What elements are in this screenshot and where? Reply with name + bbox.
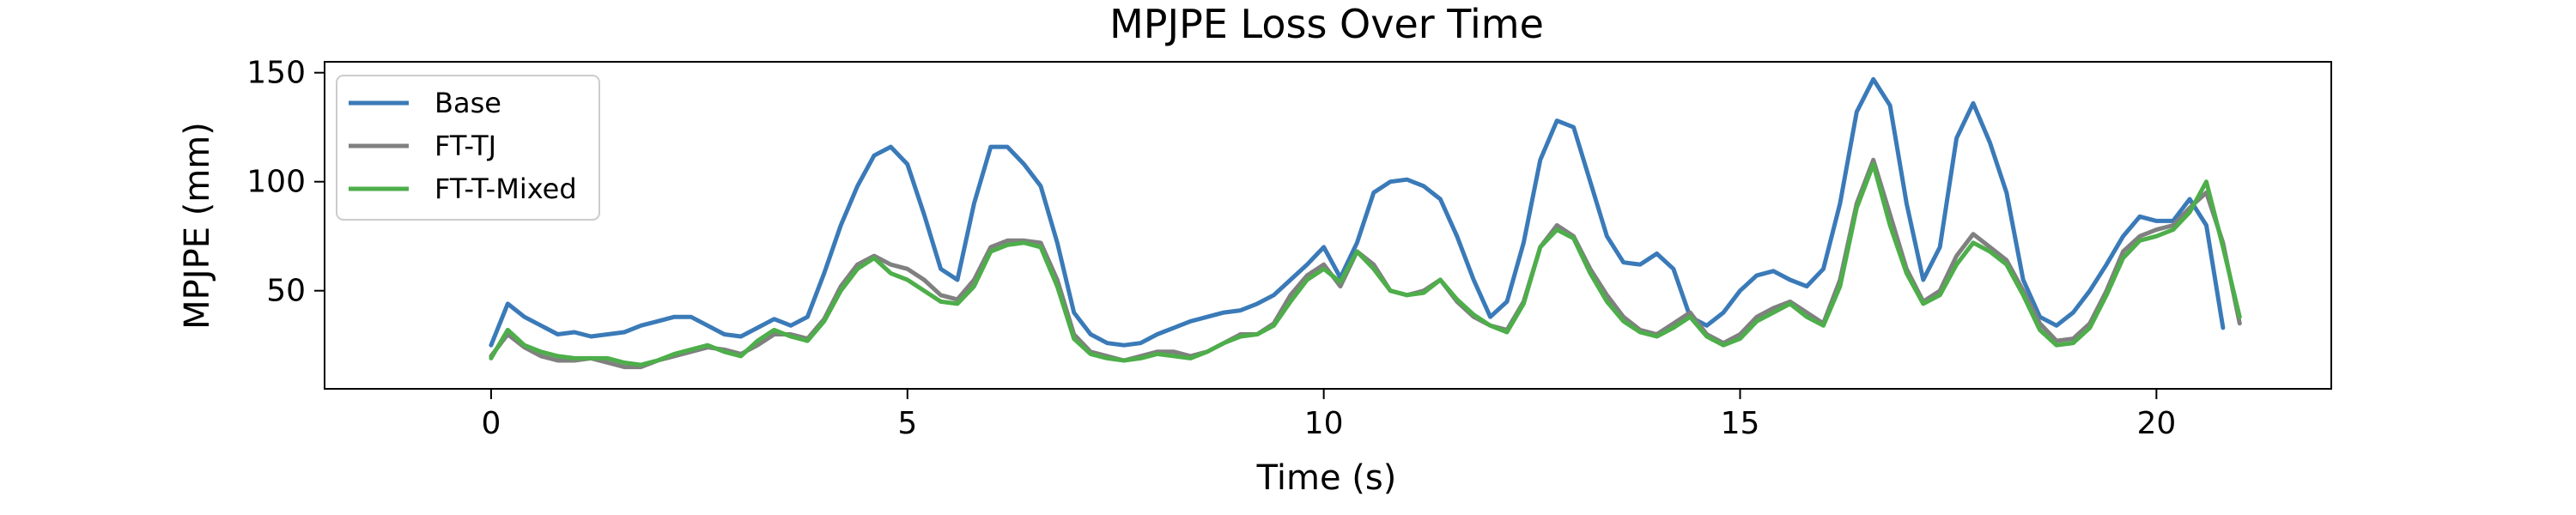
chart-title: MPJPE Loss Over Time <box>1109 1 1544 47</box>
x-tick-label: 15 <box>1721 406 1760 441</box>
x-axis: 0 5 10 15 20 <box>481 389 2176 441</box>
x-tick-label: 0 <box>481 406 501 441</box>
series-line-ft-t-mixed <box>489 161 2242 367</box>
series-layer <box>489 76 2242 370</box>
x-tick-label: 5 <box>897 406 917 441</box>
y-tick-label: 100 <box>246 165 306 200</box>
legend-label-ft-t-mixed: FT-T-Mixed <box>434 173 577 205</box>
x-tick-label: 20 <box>2136 406 2176 441</box>
legend-label-base: Base <box>434 87 501 119</box>
series-line-base <box>489 76 2226 348</box>
legend: Base FT-TJ FT-T-Mixed <box>336 75 600 221</box>
y-axis: 50 100 150 <box>246 56 325 309</box>
x-tick-label: 10 <box>1304 406 1344 441</box>
y-tick-label: 150 <box>246 56 306 91</box>
y-tick-label: 50 <box>266 274 306 309</box>
legend-label-ft-tj: FT-TJ <box>434 130 496 162</box>
series-line-ft-tj <box>489 157 2242 370</box>
legend-box <box>336 75 600 221</box>
plot-area-frame <box>324 61 2332 390</box>
y-axis-title: MPJPE (mm) <box>178 122 217 330</box>
x-axis-title: Time (s) <box>1256 458 1397 498</box>
